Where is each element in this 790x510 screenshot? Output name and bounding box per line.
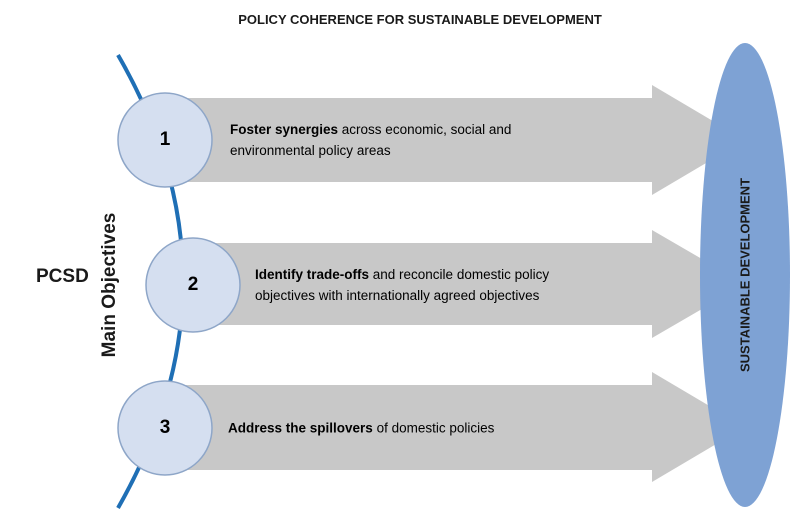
item-text: Address the spillovers of domestic polic… — [228, 418, 648, 439]
circle — [117, 380, 213, 476]
arrow — [175, 372, 745, 482]
item-number: 3 — [159, 417, 171, 438]
arrow — [200, 230, 745, 338]
item-rest: of domestic policies — [372, 420, 495, 436]
circle — [117, 92, 213, 188]
item-bold: Address the spillovers — [228, 420, 373, 436]
item-text: Foster synergies across economic, social… — [230, 119, 560, 161]
item-bold: Identify trade-offs — [255, 267, 370, 282]
arrow — [175, 85, 745, 195]
item-text: Identify trade-offs and reconcile domest… — [255, 264, 585, 306]
arrows — [175, 85, 745, 482]
circles — [117, 92, 241, 476]
item-number: 2 — [187, 274, 199, 295]
circle — [145, 237, 241, 333]
goal-ellipse — [700, 43, 790, 507]
axis-label: Main Objectives — [99, 212, 120, 358]
item-bold: Foster synergies — [230, 122, 339, 137]
item-number: 1 — [159, 129, 171, 150]
left-label: PCSD — [36, 266, 89, 287]
item-rest: and reconcile domestic policy objectives… — [255, 267, 550, 303]
title: POLICY COHERENCE FOR SUSTAINABLE DEVELOP… — [238, 12, 602, 27]
goal-label: SUSTAINABLE DEVELOPMENT — [737, 177, 753, 373]
item-rest: across economic, social and environmenta… — [230, 122, 512, 158]
